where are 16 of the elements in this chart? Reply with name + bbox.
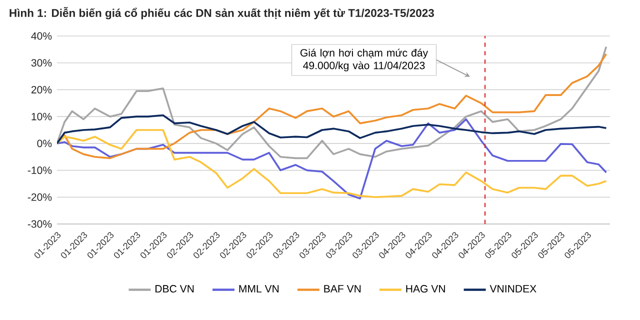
chart-title: Hình 1: Diễn biến giá cổ phiếu các DN sản xuất thịt niêm yết từ T1/2023-T5/2023 (10, 6, 434, 20)
legend-label: BAF VN (324, 285, 361, 292)
y-tick-label: -30% (28, 220, 52, 228)
y-tick-label: 20% (31, 86, 52, 94)
legend-label: VNINDEX (490, 285, 536, 292)
annotation: Giá lợn hơi chạm mức đáy 49.000/kg vào 11/04/2023 (300, 48, 428, 72)
y-tick-label: 10% (32, 112, 52, 120)
line-series (57, 114, 608, 144)
y-tick-label: 30% (31, 59, 52, 67)
y-tick-label: -20% (28, 193, 52, 201)
y-tick-label: 0% (37, 140, 52, 148)
y-tick-label: -10% (28, 166, 52, 174)
legend-label: DBC VN (156, 285, 194, 293)
y-tick-label: 40% (31, 32, 52, 40)
legend-label: HAG VN (406, 285, 445, 293)
legend-label: MML VN (239, 285, 279, 292)
